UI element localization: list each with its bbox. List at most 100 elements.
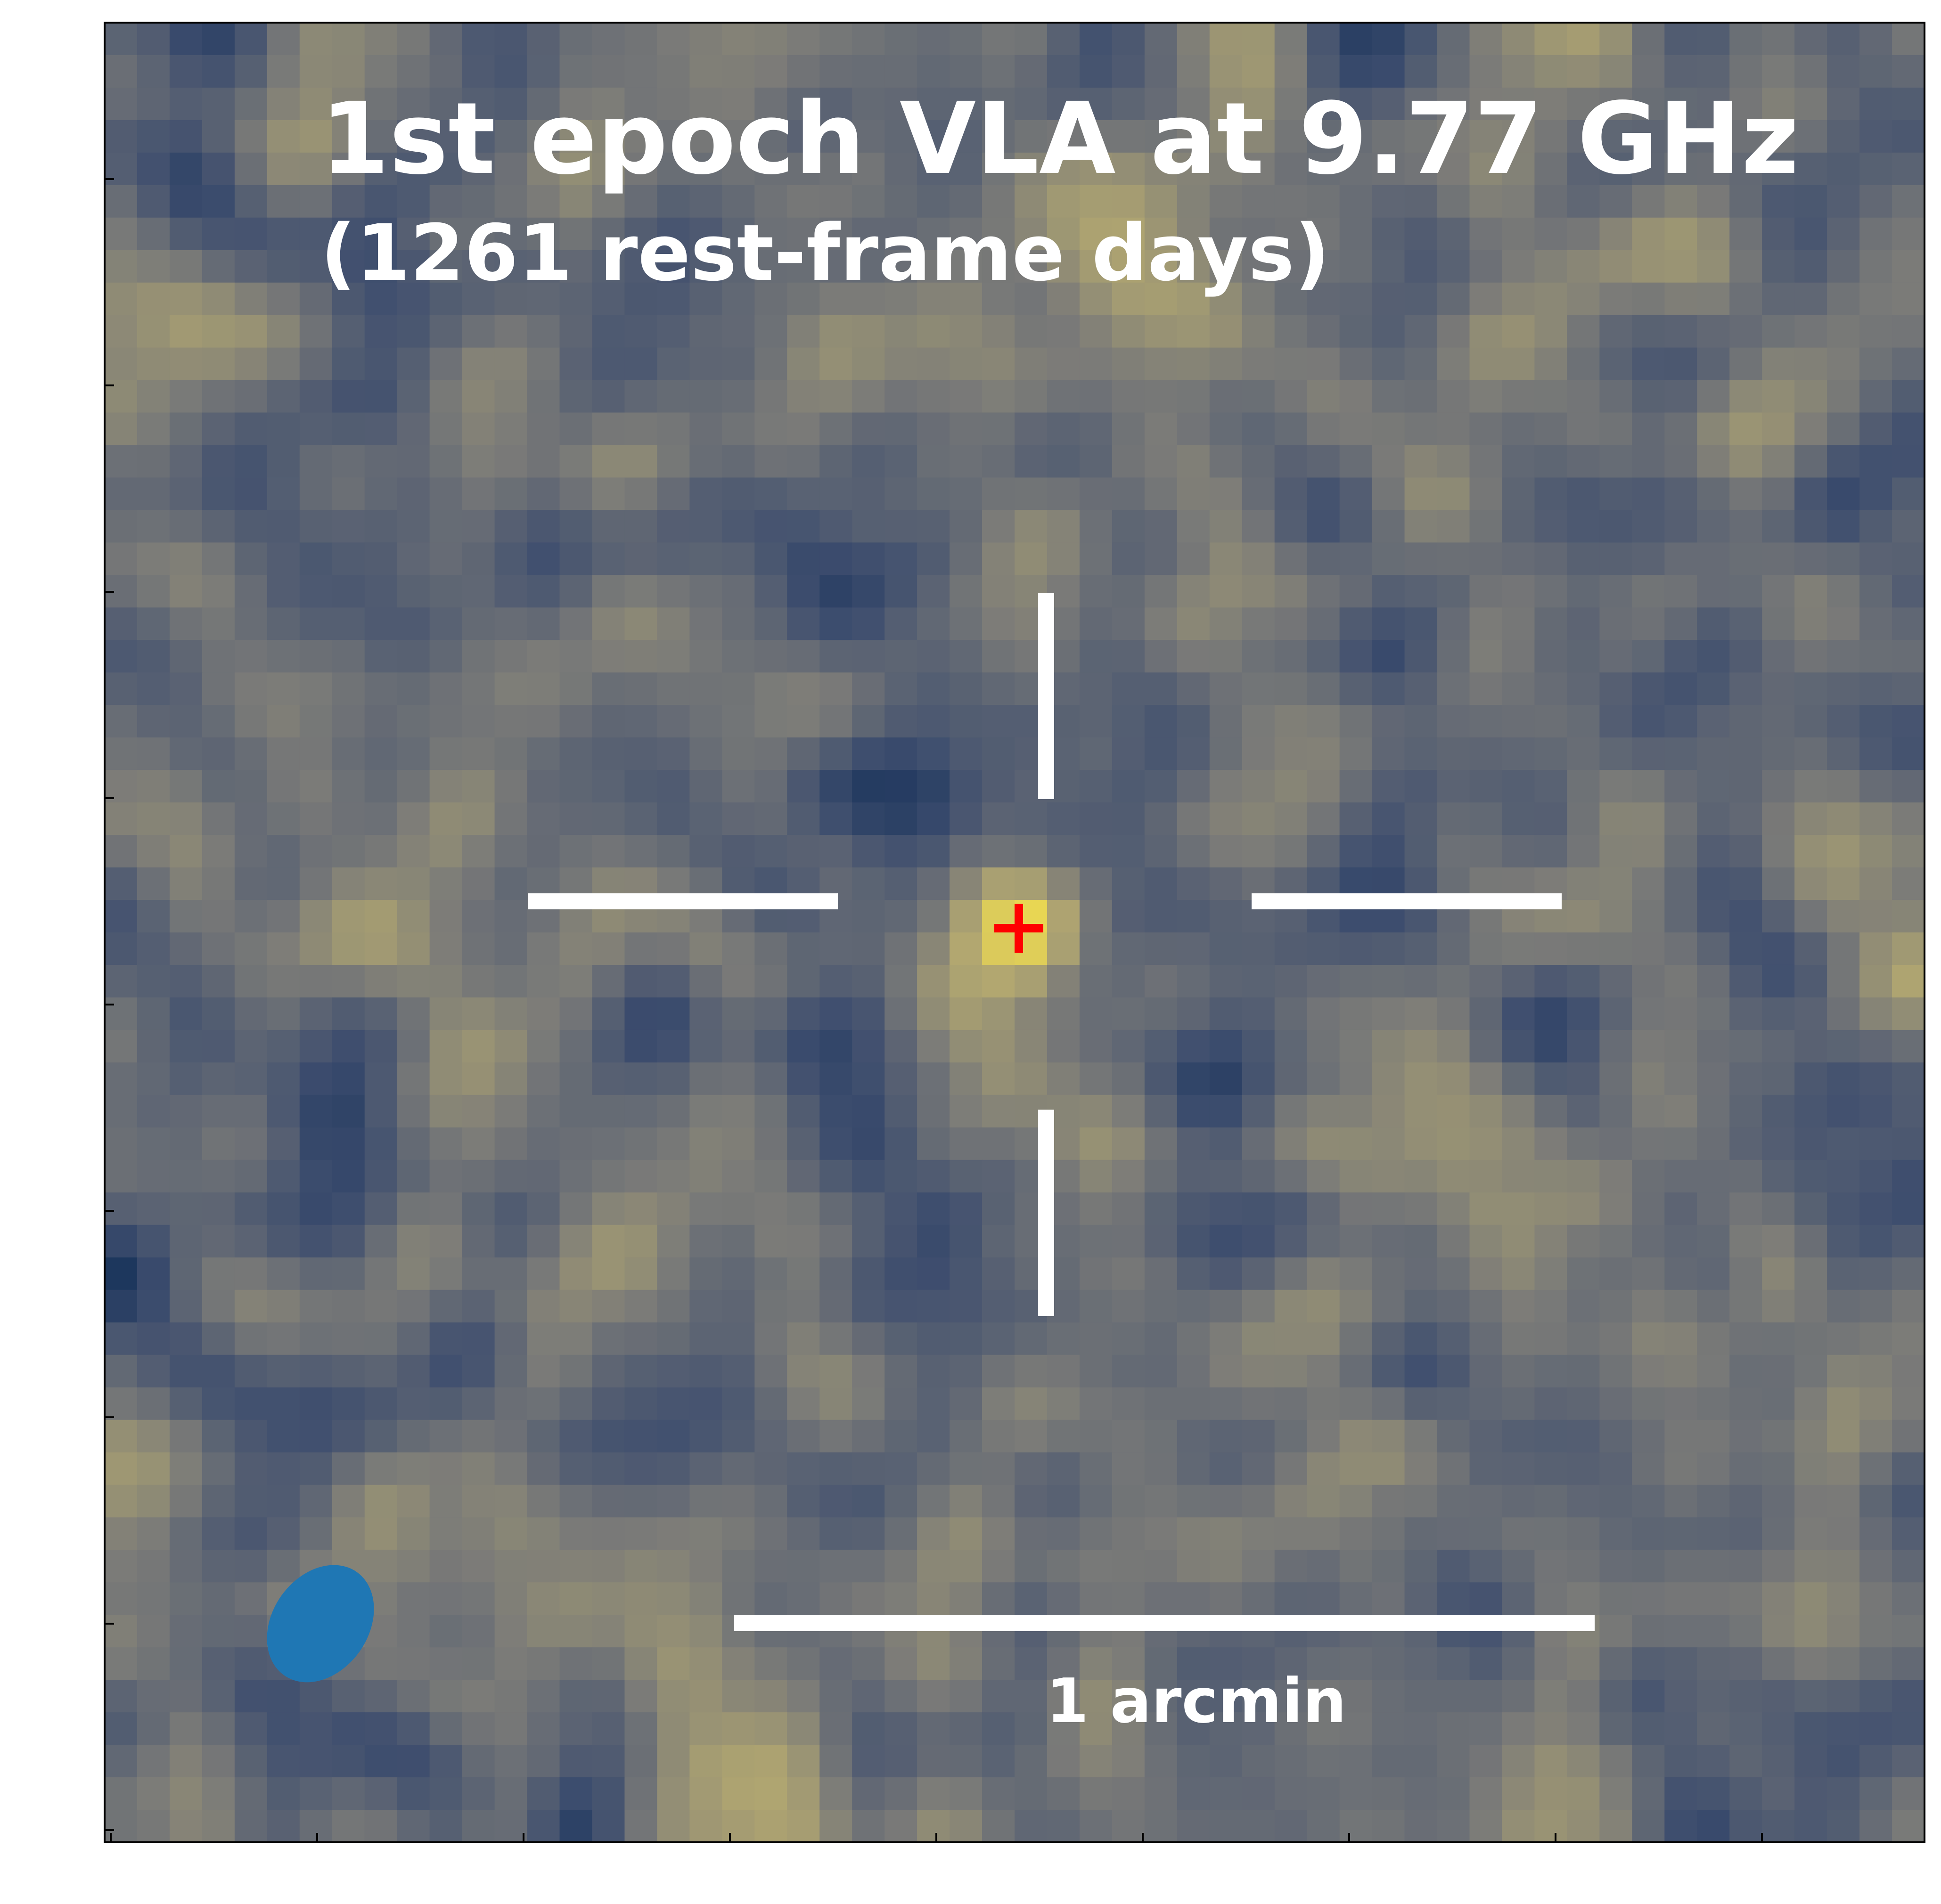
map-pixel bbox=[429, 250, 463, 283]
map-pixel bbox=[1632, 1192, 1665, 1226]
map-pixel bbox=[1079, 250, 1113, 283]
map-pixel bbox=[1177, 1582, 1210, 1616]
map-pixel bbox=[1827, 152, 1860, 186]
map-pixel bbox=[1079, 997, 1113, 1030]
map-pixel bbox=[1632, 282, 1665, 316]
map-pixel bbox=[1079, 315, 1113, 348]
map-pixel bbox=[1567, 1712, 1600, 1745]
map-pixel bbox=[527, 1485, 560, 1518]
map-pixel bbox=[1047, 412, 1080, 446]
map-pixel bbox=[1762, 1550, 1795, 1583]
map-pixel bbox=[527, 1550, 560, 1583]
map-pixel bbox=[494, 575, 528, 608]
map-pixel bbox=[1177, 835, 1210, 868]
map-pixel bbox=[429, 640, 463, 673]
map-pixel bbox=[1762, 1615, 1795, 1648]
map-pixel bbox=[202, 705, 235, 738]
map-pixel bbox=[754, 932, 788, 965]
map-pixel bbox=[397, 607, 430, 641]
map-pixel bbox=[885, 1647, 917, 1680]
map-pixel bbox=[462, 770, 495, 803]
map-pixel bbox=[819, 1192, 852, 1226]
map-pixel bbox=[917, 1810, 950, 1842]
map-pixel bbox=[917, 1420, 950, 1453]
map-pixel bbox=[1567, 55, 1600, 88]
map-pixel bbox=[722, 445, 755, 478]
map-pixel bbox=[1015, 1810, 1048, 1842]
map-pixel bbox=[982, 802, 1015, 835]
map-pixel bbox=[1827, 380, 1860, 413]
map-pixel bbox=[494, 672, 528, 706]
map-pixel bbox=[1859, 1290, 1892, 1323]
map-pixel bbox=[1209, 412, 1243, 446]
map-pixel bbox=[689, 1355, 723, 1388]
map-pixel bbox=[559, 1062, 593, 1095]
map-pixel bbox=[1567, 1452, 1600, 1486]
map-pixel bbox=[1339, 1517, 1373, 1551]
map-pixel bbox=[1144, 1257, 1178, 1291]
map-pixel bbox=[1697, 737, 1730, 770]
map-pixel bbox=[917, 1192, 950, 1226]
map-pixel bbox=[559, 1647, 593, 1680]
map-pixel bbox=[1827, 770, 1860, 803]
map-pixel bbox=[1534, 55, 1568, 88]
map-pixel bbox=[397, 1517, 430, 1551]
map-pixel bbox=[1664, 737, 1698, 770]
map-pixel bbox=[1827, 1582, 1860, 1616]
map-pixel bbox=[592, 23, 625, 56]
map-pixel bbox=[1307, 607, 1340, 641]
map-pixel bbox=[1437, 1290, 1470, 1323]
map-pixel bbox=[917, 672, 950, 706]
map-pixel bbox=[1567, 1127, 1600, 1160]
map-pixel bbox=[689, 185, 723, 218]
map-pixel bbox=[1209, 1810, 1243, 1842]
map-pixel bbox=[1794, 185, 1827, 218]
map-pixel bbox=[1112, 217, 1145, 251]
map-pixel bbox=[1339, 1647, 1373, 1680]
map-pixel bbox=[1209, 1322, 1243, 1356]
map-pixel bbox=[364, 347, 398, 381]
map-pixel bbox=[1729, 770, 1762, 803]
map-pixel bbox=[1242, 23, 1275, 56]
map-pixel bbox=[657, 705, 690, 738]
map-pixel bbox=[429, 1712, 463, 1745]
map-pixel bbox=[592, 412, 625, 446]
map-pixel bbox=[885, 1777, 917, 1810]
map-pixel bbox=[332, 900, 365, 933]
map-pixel bbox=[1664, 1322, 1698, 1356]
map-pixel bbox=[1567, 1062, 1600, 1095]
map-pixel bbox=[137, 1712, 170, 1745]
map-pixel bbox=[1339, 1420, 1373, 1453]
map-pixel bbox=[689, 1062, 723, 1095]
map-pixel bbox=[722, 705, 755, 738]
map-pixel bbox=[1567, 1420, 1600, 1453]
map-pixel bbox=[852, 1777, 885, 1810]
map-pixel bbox=[1144, 87, 1178, 121]
map-pixel bbox=[202, 1127, 235, 1160]
map-pixel bbox=[982, 932, 1015, 965]
map-pixel bbox=[1697, 1127, 1730, 1160]
map-pixel bbox=[1112, 640, 1145, 673]
map-pixel bbox=[1372, 1452, 1405, 1486]
map-pixel bbox=[1794, 1030, 1827, 1063]
map-pixel bbox=[1469, 217, 1503, 251]
map-pixel bbox=[852, 282, 885, 316]
map-pixel bbox=[950, 380, 983, 413]
map-pixel bbox=[1372, 1420, 1405, 1453]
map-pixel bbox=[885, 1452, 917, 1486]
map-pixel bbox=[169, 1062, 203, 1095]
map-pixel bbox=[917, 1387, 950, 1421]
map-pixel bbox=[1437, 380, 1470, 413]
map-pixel bbox=[1534, 250, 1568, 283]
map-pixel bbox=[494, 217, 528, 251]
map-pixel bbox=[202, 1257, 235, 1291]
map-pixel bbox=[1339, 542, 1373, 576]
map-pixel bbox=[885, 1355, 917, 1388]
map-pixel bbox=[1047, 510, 1080, 543]
map-pixel bbox=[722, 1647, 755, 1680]
map-pixel bbox=[1892, 770, 1925, 803]
map-pixel bbox=[1339, 737, 1373, 770]
map-pixel bbox=[689, 1615, 723, 1648]
map-pixel bbox=[1437, 217, 1470, 251]
map-pixel bbox=[1502, 1810, 1535, 1842]
